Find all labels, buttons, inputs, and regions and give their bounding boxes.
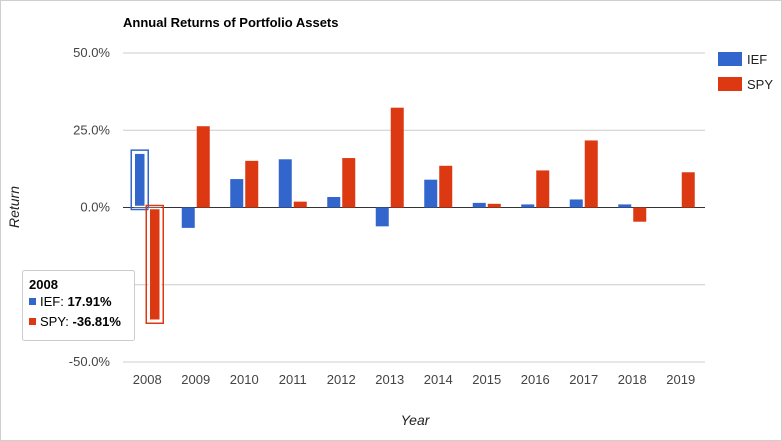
gridlines [123, 52, 705, 363]
bar-spy[interactable] [633, 207, 647, 222]
bar-spy[interactable] [439, 165, 453, 208]
bar-ief[interactable] [327, 196, 341, 208]
y-tick-label: 25.0% [73, 122, 110, 137]
tooltip-swatch [29, 318, 36, 325]
x-tick-label: 2014 [424, 372, 453, 387]
x-tick-label: 2015 [472, 372, 501, 387]
bar-ief[interactable] [278, 159, 292, 208]
bar-highlight [130, 149, 149, 211]
bar-spy[interactable] [487, 203, 501, 208]
x-axis-ticks: 2008 2009 2010 2011 2012 2013 2014 2015 2016 2017… [133, 372, 695, 387]
bar-ief[interactable] [472, 202, 486, 208]
bar-spy[interactable] [584, 140, 598, 208]
x-tick-label: 2016 [521, 372, 550, 387]
x-tick-label: 2019 [666, 372, 695, 387]
bar-ief[interactable] [181, 207, 195, 228]
bar-spy[interactable] [148, 207, 161, 321]
bar-spy[interactable] [342, 158, 356, 208]
bar-ief[interactable] [375, 207, 389, 227]
tooltip-row: IEF: 17.91% [40, 294, 112, 309]
x-tick-label: 2017 [569, 372, 598, 387]
bar-ief[interactable] [424, 179, 438, 208]
bar-highlight [145, 204, 164, 324]
x-tick-label: 2010 [230, 372, 259, 387]
tooltip-row: SPY: -36.81% [40, 314, 121, 329]
y-tick-label: 50.0% [73, 45, 110, 60]
legend-label-spy: SPY [747, 77, 773, 92]
x-tick-label: 2011 [279, 372, 307, 387]
x-tick-label: 2012 [327, 372, 356, 387]
y-tick-label: 0.0% [80, 200, 110, 215]
legend-label-ief: IEF [747, 52, 767, 67]
bars [130, 107, 695, 324]
tooltip-title: 2008 [29, 277, 58, 292]
x-tick-label: 2013 [375, 372, 404, 387]
bar-spy[interactable] [536, 170, 550, 208]
legend-swatch-spy [718, 77, 742, 91]
x-axis-title: Year [401, 412, 431, 428]
bar-ief[interactable] [618, 204, 632, 208]
tooltip: 2008 IEF: 17.91% SPY: -36.81% [22, 270, 135, 341]
bar-ief[interactable] [521, 204, 535, 208]
bar-ief[interactable] [569, 199, 583, 208]
bar-spy[interactable] [681, 172, 695, 208]
bar-spy[interactable] [196, 126, 210, 208]
bar-spy[interactable] [390, 107, 404, 208]
x-tick-label: 2008 [133, 372, 162, 387]
bar-ief[interactable] [133, 152, 146, 208]
y-tick-label: -50.0% [69, 354, 111, 369]
x-tick-label: 2009 [181, 372, 210, 387]
tooltip-swatch [29, 298, 36, 305]
chart-title: Annual Returns of Portfolio Assets [123, 15, 338, 30]
legend-swatch-ief [718, 52, 742, 66]
x-tick-label: 2018 [618, 372, 647, 387]
bar-spy[interactable] [293, 201, 307, 208]
bar-spy[interactable] [245, 160, 259, 208]
tooltip-box [22, 270, 135, 341]
y-axis-title: Return [6, 186, 22, 228]
bar-ief[interactable] [230, 179, 244, 208]
legend: IEF SPY [718, 52, 773, 92]
